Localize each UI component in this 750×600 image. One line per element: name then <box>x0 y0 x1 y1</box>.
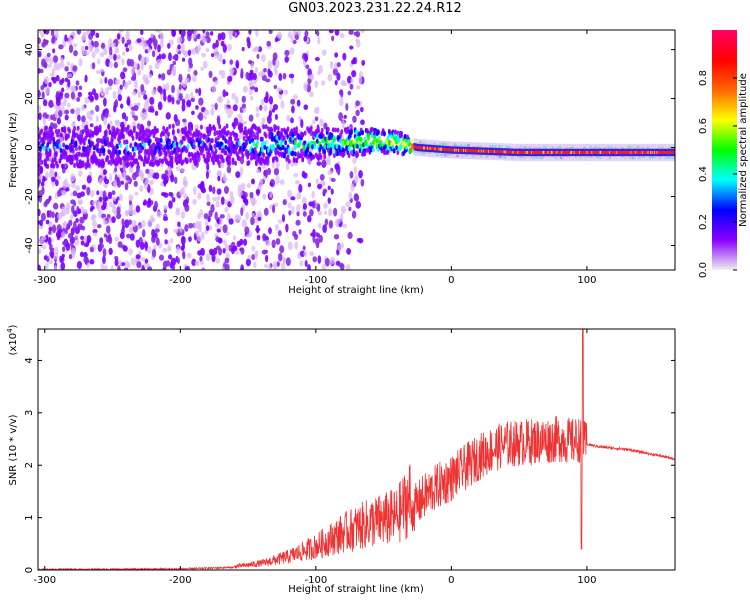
bottom-y-tick-label: 1 <box>24 514 35 520</box>
chart-title: GN03.2023.231.22.24.R12 <box>288 1 462 16</box>
colorbar-label: Normalized spectral amplitude <box>738 73 749 227</box>
top-y-tick-label: -40 <box>24 237 35 253</box>
top-x-tick-label: -300 <box>33 275 56 286</box>
bottom-x-tick-label: -100 <box>304 575 327 586</box>
colorbar-tick-label: 0.6 <box>698 118 709 134</box>
top-y-tick-label: 20 <box>24 92 35 105</box>
bottom-x-axis-label: Height of straight line (km) <box>288 584 424 595</box>
bottom-y-tick-label: 3 <box>24 410 35 416</box>
colorbar-tick-label: 0.8 <box>698 70 709 86</box>
top-x-tick-label: 0 <box>448 275 454 286</box>
bottom-axes: -300 -200 -100 0 100 0 1 2 3 4 <box>24 329 675 586</box>
bottom-x-tick-label: -300 <box>33 575 56 586</box>
snr-series-line <box>38 329 675 570</box>
colorbar <box>712 30 737 270</box>
bottom-x-tick-label: -200 <box>169 575 192 586</box>
colorbar-axis: 0.0 0.2 0.4 0.6 0.8 <box>698 70 737 278</box>
bottom-y-axis-label: SNR (10 * v/v) <box>8 414 19 485</box>
bottom-y-scale-label: (x104) <box>6 324 19 355</box>
top-y-tick-label: -20 <box>24 188 35 204</box>
top-x-tick-label: -100 <box>304 275 327 286</box>
bottom-y-tick-label: 2 <box>24 462 35 468</box>
top-y-tick-label: 40 <box>24 43 35 56</box>
bottom-y-tick-label: 0 <box>24 567 35 573</box>
top-plot-frame <box>37 29 676 271</box>
spectrogram-heatmap <box>38 30 675 270</box>
bottom-x-tick-label: 0 <box>448 575 454 586</box>
bottom-plot-frame <box>37 328 676 571</box>
bottom-y-tick-label: 4 <box>24 357 35 363</box>
top-x-tick-label: -200 <box>169 275 192 286</box>
colorbar-tick-label: 0.4 <box>698 166 709 182</box>
colorbar-tick-label: 0.2 <box>698 214 709 230</box>
top-x-tick-label: 100 <box>577 275 596 286</box>
top-x-axis-label: Height of straight line (km) <box>288 285 424 296</box>
colorbar-tick-label: 0.0 <box>698 262 709 278</box>
top-y-tick-label: 0 <box>24 144 35 150</box>
top-y-axis-label: Frequency (Hz) <box>8 112 19 188</box>
bottom-x-tick-label: 100 <box>577 575 596 586</box>
